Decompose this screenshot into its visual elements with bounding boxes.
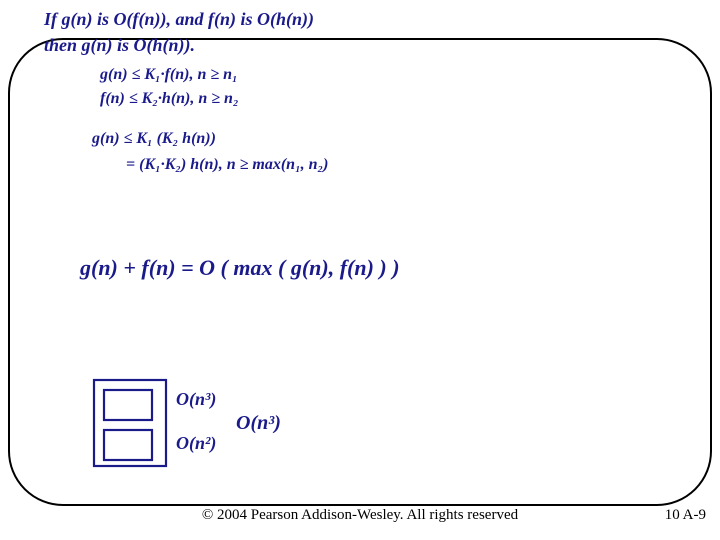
box-label-1: O(n³)	[176, 390, 216, 410]
box-label-3: O(n³)	[236, 412, 281, 434]
copyright-text: © 2004 Pearson Addison-Wesley. All right…	[0, 507, 720, 524]
page-number: 10 A-9	[665, 507, 706, 524]
box-label-2: O(n²)	[176, 434, 216, 454]
nested-boxes-sketch	[0, 0, 720, 540]
